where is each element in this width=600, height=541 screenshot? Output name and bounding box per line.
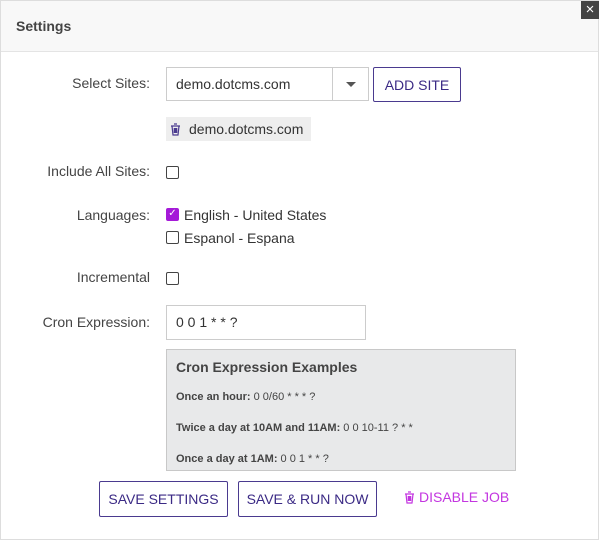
site-select-value: demo.dotcms.com xyxy=(176,76,291,92)
espanol-checkbox[interactable] xyxy=(166,231,179,244)
cron-examples-panel: Cron Expression Examples Once an hour: 0… xyxy=(166,349,516,471)
example-label: Once an hour: xyxy=(176,391,251,403)
dialog-title: Settings xyxy=(1,1,598,52)
example-value: 0 0 1 * * ? xyxy=(277,453,329,465)
disable-job-label: DISABLE JOB xyxy=(419,489,510,505)
save-settings-button[interactable]: SAVE SETTINGS xyxy=(99,481,228,517)
chevron-down-icon xyxy=(345,81,356,87)
languages-label: Languages: xyxy=(76,207,150,223)
cron-example: Twice a day at 10AM and 11AM: 0 0 10-11 … xyxy=(176,422,506,434)
example-value: 0 0/60 * * * ? xyxy=(250,391,316,403)
trash-icon xyxy=(405,490,414,504)
example-label: Twice a day at 10AM and 11AM: xyxy=(176,422,341,434)
site-select[interactable]: demo.dotcms.com xyxy=(166,67,369,101)
trash-icon[interactable] xyxy=(170,122,181,136)
espanol-label: Espanol - Espana xyxy=(184,230,295,246)
disable-job-button[interactable]: DISABLE JOB xyxy=(404,489,509,505)
dropdown-button[interactable] xyxy=(332,68,368,100)
selected-site-chip: demo.dotcms.com xyxy=(166,117,312,141)
cron-example: Once an hour: 0 0/60 * * * ? xyxy=(176,391,506,403)
cron-expression-input[interactable]: 0 0 1 * * ? xyxy=(166,305,366,340)
example-value: 0 0 10-11 ? * * xyxy=(340,422,413,434)
include-all-sites-checkbox[interactable] xyxy=(166,166,179,179)
save-run-now-button[interactable]: SAVE & RUN NOW xyxy=(238,481,377,517)
include-all-sites-label: Include All Sites: xyxy=(47,163,150,179)
incremental-label: Incremental xyxy=(76,269,150,285)
close-icon[interactable]: × xyxy=(581,1,599,19)
cron-example: Once a day at 1AM: 0 0 1 * * ? xyxy=(176,453,506,465)
incremental-checkbox[interactable] xyxy=(166,272,179,285)
select-sites-label: Select Sites: xyxy=(72,75,150,91)
cron-examples-title: Cron Expression Examples xyxy=(176,359,358,375)
english-label: English - United States xyxy=(184,207,327,223)
selected-site-label: demo.dotcms.com xyxy=(189,121,304,137)
cron-expression-label: Cron Expression: xyxy=(42,314,150,330)
example-label: Once a day at 1AM: xyxy=(176,453,278,465)
english-checkbox[interactable]: ✓ xyxy=(166,208,179,221)
add-site-button[interactable]: ADD SITE xyxy=(373,67,461,102)
